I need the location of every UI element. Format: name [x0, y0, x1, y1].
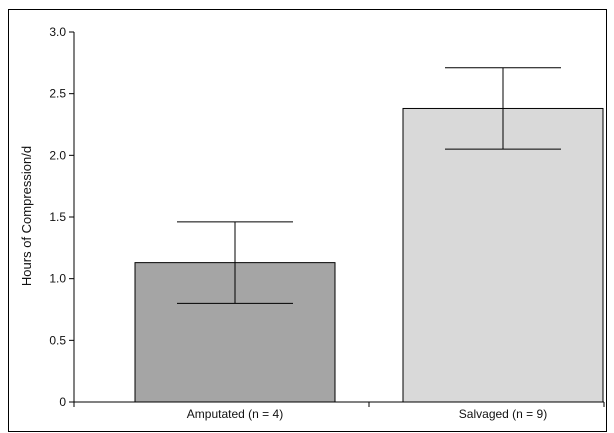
- error-bars-layer: [177, 67, 561, 304]
- bars-layer: [134, 107, 604, 403]
- y-tick-label: 1.0: [49, 272, 66, 286]
- figure-border: [8, 9, 607, 432]
- x-tick-label: Salvaged (n = 9): [459, 407, 547, 421]
- y-axis-title: Hours of Compression/d: [19, 146, 34, 286]
- y-tick-label: 2.0: [49, 148, 66, 162]
- y-tick-label: 3.0: [49, 25, 66, 39]
- axes-layer: Amputated (n = 4) Salvaged (n = 9) 0 0.5 1.0…: [49, 25, 605, 421]
- y-tick-label: 0: [59, 395, 66, 409]
- y-tick-label: 1.5: [49, 210, 66, 224]
- y-tick-label: 0.5: [49, 333, 66, 347]
- error-bar-2: [445, 67, 561, 150]
- x-tick-label: Amputated (n = 4): [187, 407, 283, 421]
- error-bar-1: [177, 221, 293, 304]
- y-tick-label: 2.5: [49, 87, 66, 101]
- bar-2: [402, 107, 604, 403]
